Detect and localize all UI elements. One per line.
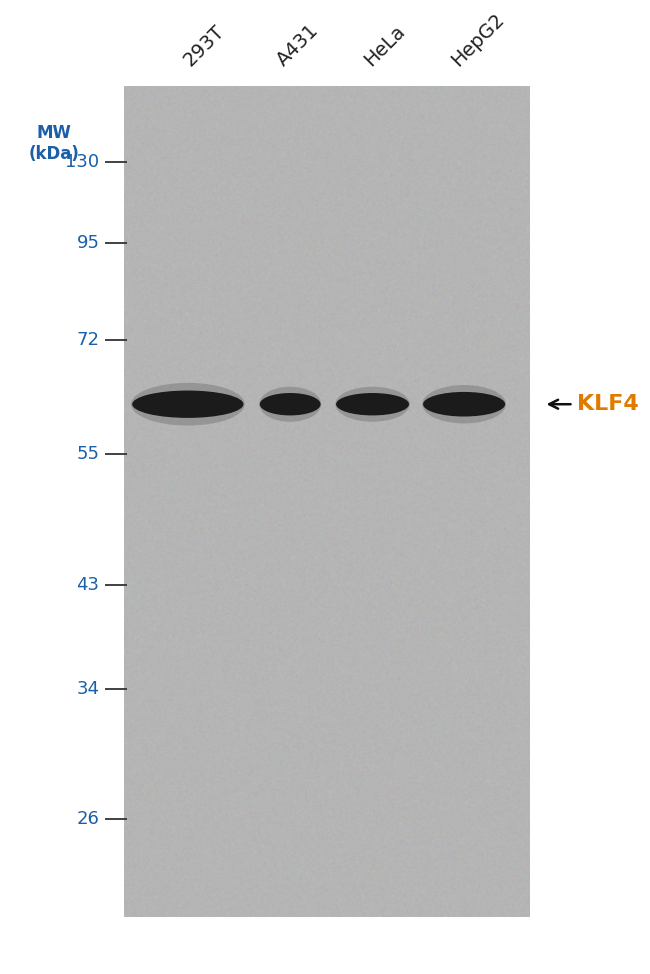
Text: 34: 34 <box>77 680 99 698</box>
Text: 293T: 293T <box>180 21 228 70</box>
Ellipse shape <box>335 387 410 422</box>
Ellipse shape <box>336 393 409 416</box>
Text: 130: 130 <box>66 153 99 171</box>
Ellipse shape <box>260 393 320 416</box>
Text: A431: A431 <box>274 20 322 70</box>
Ellipse shape <box>132 391 244 418</box>
Text: 26: 26 <box>77 810 99 828</box>
Ellipse shape <box>422 385 506 424</box>
Text: HeLa: HeLa <box>360 21 409 70</box>
Text: MW
(kDa): MW (kDa) <box>29 124 79 163</box>
Text: HepG2: HepG2 <box>448 10 508 70</box>
Ellipse shape <box>131 383 244 426</box>
Ellipse shape <box>423 392 505 417</box>
Text: 72: 72 <box>77 330 99 349</box>
Text: 55: 55 <box>77 444 99 463</box>
Ellipse shape <box>259 387 321 422</box>
Text: 43: 43 <box>77 576 99 593</box>
Text: 95: 95 <box>77 234 99 252</box>
Text: KLF4: KLF4 <box>577 394 638 414</box>
